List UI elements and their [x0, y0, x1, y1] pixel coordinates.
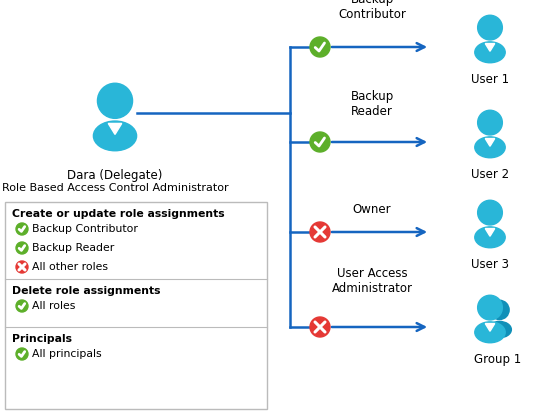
- Text: All other roles: All other roles: [32, 262, 108, 272]
- Circle shape: [478, 295, 502, 320]
- Text: Delete role assignments: Delete role assignments: [12, 286, 160, 296]
- Circle shape: [16, 261, 28, 273]
- Ellipse shape: [475, 322, 505, 343]
- Circle shape: [478, 15, 502, 40]
- Text: Principals: Principals: [12, 334, 72, 344]
- Text: User 3: User 3: [471, 258, 509, 271]
- Text: Dara (Delegate): Dara (Delegate): [67, 169, 163, 182]
- Text: All roles: All roles: [32, 301, 75, 311]
- Circle shape: [310, 317, 330, 337]
- Text: All principals: All principals: [32, 349, 102, 359]
- Circle shape: [98, 83, 133, 118]
- Text: Backup Contributor: Backup Contributor: [32, 224, 138, 234]
- Text: Owner: Owner: [352, 203, 391, 216]
- Circle shape: [16, 242, 28, 254]
- Polygon shape: [485, 138, 495, 146]
- Text: User 1: User 1: [471, 73, 509, 86]
- Circle shape: [490, 300, 509, 319]
- Polygon shape: [108, 123, 122, 134]
- Text: User 2: User 2: [471, 168, 509, 181]
- Circle shape: [16, 300, 28, 312]
- Text: Group 1: Group 1: [475, 353, 522, 366]
- Text: Backup
Contributor: Backup Contributor: [338, 0, 406, 21]
- Ellipse shape: [475, 42, 505, 63]
- Ellipse shape: [475, 227, 505, 248]
- Ellipse shape: [93, 121, 137, 151]
- Polygon shape: [485, 43, 495, 51]
- Ellipse shape: [488, 322, 511, 338]
- Circle shape: [310, 37, 330, 57]
- Circle shape: [310, 222, 330, 242]
- Circle shape: [310, 132, 330, 152]
- Polygon shape: [485, 229, 495, 236]
- Bar: [5, 202, 267, 409]
- Ellipse shape: [475, 137, 505, 158]
- Text: Role Based Access Control Administrator: Role Based Access Control Administrator: [2, 183, 228, 193]
- Polygon shape: [485, 324, 495, 331]
- Text: Backup
Reader: Backup Reader: [350, 90, 393, 118]
- Circle shape: [16, 223, 28, 235]
- Text: User Access
Administrator: User Access Administrator: [331, 267, 412, 295]
- Text: Backup Reader: Backup Reader: [32, 243, 114, 253]
- Circle shape: [478, 200, 502, 225]
- Circle shape: [478, 110, 502, 135]
- Text: Create or update role assignments: Create or update role assignments: [12, 209, 225, 219]
- Circle shape: [16, 348, 28, 360]
